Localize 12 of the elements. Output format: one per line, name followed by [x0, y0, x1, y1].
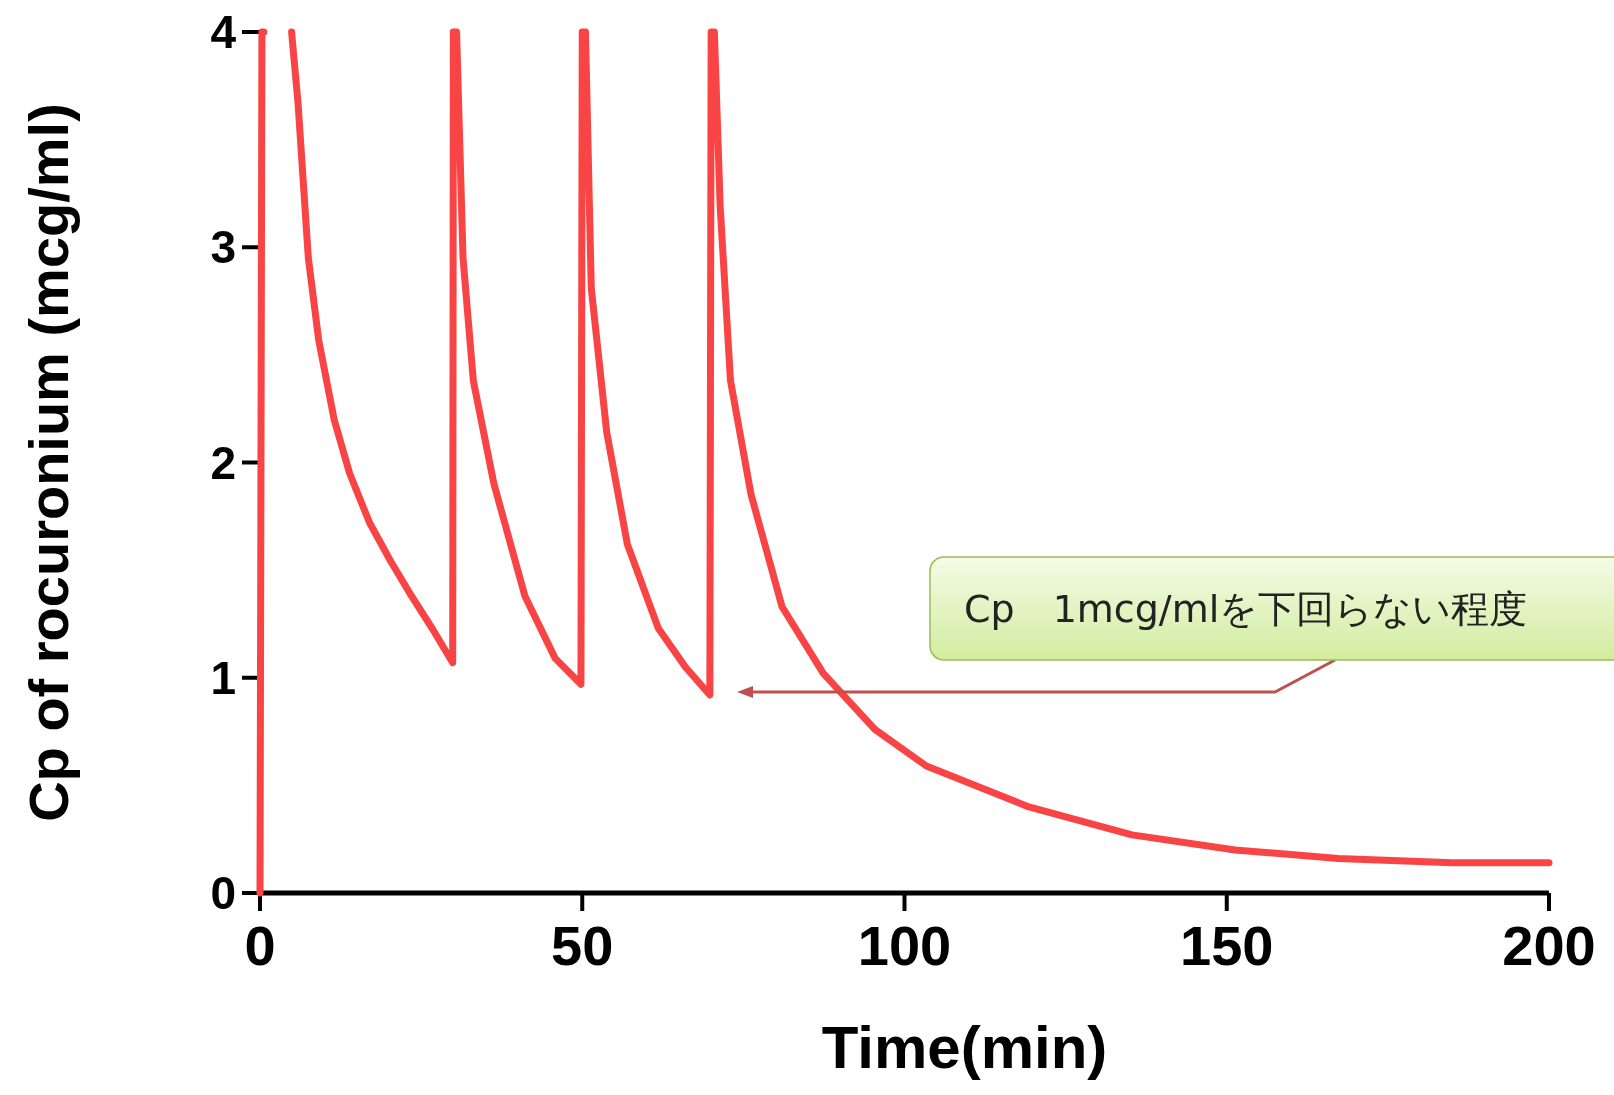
x-tick-label: 100 — [857, 914, 952, 977]
x-tick-label: 200 — [1502, 914, 1596, 977]
y-axis-title: Cp of rocuronium (mcg/ml) — [17, 103, 80, 822]
y-tick-label: 3 — [210, 221, 236, 274]
y-tick-label: 0 — [210, 867, 236, 920]
y-tick-label: 2 — [210, 436, 236, 489]
y-tick-label: 4 — [210, 6, 237, 59]
x-tick-label: 150 — [1180, 914, 1274, 977]
annotation: Cp 1mcg/mlを下回らない程度 — [964, 587, 1528, 631]
y-tick-label: 1 — [210, 651, 236, 704]
x-axis-title: Time(min) — [821, 1014, 1108, 1081]
x-tick-label: 50 — [551, 914, 614, 977]
